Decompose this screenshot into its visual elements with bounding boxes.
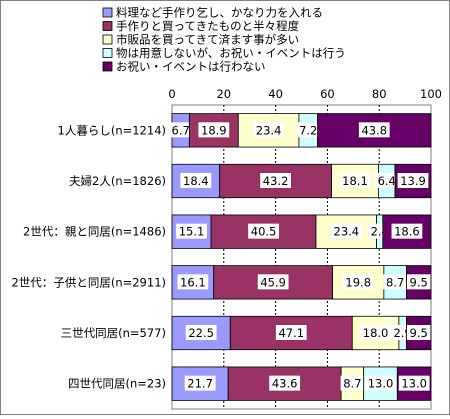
x-tick-label-40: 40 (268, 87, 283, 101)
legend-swatch-1 (102, 7, 113, 18)
data-label-r3-s5: 18.6 (394, 225, 420, 239)
data-label-bg-r4-s2 (257, 274, 289, 290)
category-label-2: 夫婦2人(n=1826) (69, 174, 166, 188)
data-label-r5-s3: 18.0 (363, 326, 389, 340)
data-label-r2-s1: 18.4 (183, 174, 209, 188)
data-label-bg-r6-s5 (398, 375, 430, 391)
category-label-4: 2世代：子供と同居(n=2911) (12, 275, 166, 289)
category-labels: 1人暮らし(n=1214) 夫婦2人(n=1826) 2世代：親と同居(n=1486… (12, 123, 166, 390)
data-label-bg-r2-s2 (260, 173, 291, 188)
data-label-r1-s2: 18.9 (201, 123, 227, 137)
x-tick-label-100: 100 (420, 87, 442, 101)
data-label-bg-r1-s2 (198, 122, 230, 138)
data-label-bg-r4-s4 (383, 274, 407, 290)
data-label-bg-r6-s4 (365, 375, 396, 391)
legend-swatch-4 (102, 48, 113, 58)
data-label-r4-s3: 19.8 (345, 275, 371, 289)
data-label-bg-r5-s1 (185, 325, 217, 340)
data-label-bg-r1-s1 (168, 122, 193, 138)
data-label-r6-s1: 21.7 (187, 377, 213, 391)
data-label-r5-s5: 9.5 (410, 326, 428, 340)
legend: 料理など手作り乞し、かなり力を入れる手作りと買ってきたものと半々程度市販品を買っ… (102, 6, 346, 74)
plot-area (171, 104, 432, 410)
data-label-r4-s4: 8.7 (386, 275, 404, 289)
legend-swatch-5 (102, 61, 113, 72)
category-label-3: 2世代：親と同居(n=1486) (23, 225, 166, 239)
x-tick-label-0: 0 (168, 87, 175, 101)
data-label-r3-s2: 40.5 (251, 225, 277, 239)
data-label-r5-s2: 47.1 (278, 326, 304, 340)
data-label-bg-r1-s4 (296, 122, 321, 138)
data-label-r1-s5: 43.8 (361, 123, 387, 137)
data-label-bg-r3-s2 (248, 223, 279, 239)
category-label-6: 四世代同居(n=23) (68, 377, 166, 391)
legend-swatch-3 (102, 34, 113, 45)
data-label-bg-r1-s5 (358, 122, 390, 138)
data-label-r3-s1: 15.1 (179, 225, 205, 239)
data-label-r6-s4: 13.0 (368, 377, 394, 391)
data-label-bg-r4-s5 (406, 274, 431, 290)
data-label-bg-r3-s3 (330, 223, 362, 239)
data-label-bg-r2-s1 (180, 173, 212, 188)
legend-label-2: 手作りと買ってきたものと半々程度 (116, 19, 300, 33)
data-label-r6-s5: 13.0 (401, 377, 427, 391)
data-label-bg-r5-s5 (406, 325, 431, 340)
bars: 6.7 18.9 23.4 7.2 43.8 18.4 43.2 18.1 6.4 13.9 15.… (168, 113, 432, 401)
data-label-bg-r6-s1 (184, 375, 216, 391)
x-axis-tick-labels: 0 20 40 60 80 100 (168, 87, 442, 101)
data-label-r1-s3: 23.4 (256, 123, 282, 137)
data-label-r2-s3: 18.1 (342, 174, 368, 188)
data-label-bg-r3-s5 (391, 223, 423, 239)
data-label-bg-r5-s2 (275, 325, 307, 340)
data-label-bg-r4-s3 (342, 274, 374, 290)
gridlines (223, 105, 380, 409)
data-label-r4-s5: 9.5 (410, 275, 428, 289)
data-label-r4-s2: 45.9 (260, 275, 286, 289)
data-label-r1-s1: 6.7 (172, 123, 190, 137)
data-label-r6-s2: 43.6 (272, 377, 298, 391)
data-label-bg-r2-s4 (374, 173, 399, 188)
data-label-bg-r4-s1 (177, 274, 209, 290)
x-tick-label-20: 20 (216, 87, 231, 101)
data-label-r1-s4: 7.2 (299, 123, 317, 137)
data-label-r4-s1: 16.1 (180, 275, 206, 289)
data-label-r2-s4: 6.4 (378, 174, 396, 188)
data-label-bg-r5-s3 (360, 325, 391, 340)
x-tick-label-60: 60 (320, 87, 335, 101)
data-label-r2-s2: 43.2 (263, 174, 289, 188)
legend-label-4: 物は用意しないが、お祝い・イベントは行う (116, 46, 346, 60)
category-label-5: 三世代同居(n=577) (61, 326, 166, 340)
legend-label-1: 料理など手作り乞し、かなり力を入れる (116, 6, 323, 20)
legend-swatch-2 (102, 21, 113, 31)
data-label-bg-r2-s3 (339, 173, 371, 188)
data-label-r5-s1: 22.5 (188, 326, 214, 340)
x-tick-label-80: 80 (372, 87, 387, 101)
data-label-r6-s3: 8.7 (343, 377, 361, 391)
data-label-bg-r3-s1 (176, 223, 207, 239)
category-label-1: 1人暮らし(n=1214) (58, 123, 166, 137)
data-label-r3-s3: 23.4 (334, 225, 360, 239)
data-label-bg-r6-s2 (269, 375, 301, 391)
data-label-bg-r6-s3 (340, 375, 365, 391)
bar-seg-r1-s3 (237, 113, 300, 148)
legend-label-3: 市販品を買ってきて済ます事が多い (116, 33, 299, 47)
data-label-bg-r2-s5 (397, 173, 429, 188)
data-label-bg-r1-s3 (253, 122, 285, 138)
legend-label-5: お祝い・イベントは行わない (116, 60, 266, 74)
data-label-r2-s5: 13.9 (400, 174, 426, 188)
